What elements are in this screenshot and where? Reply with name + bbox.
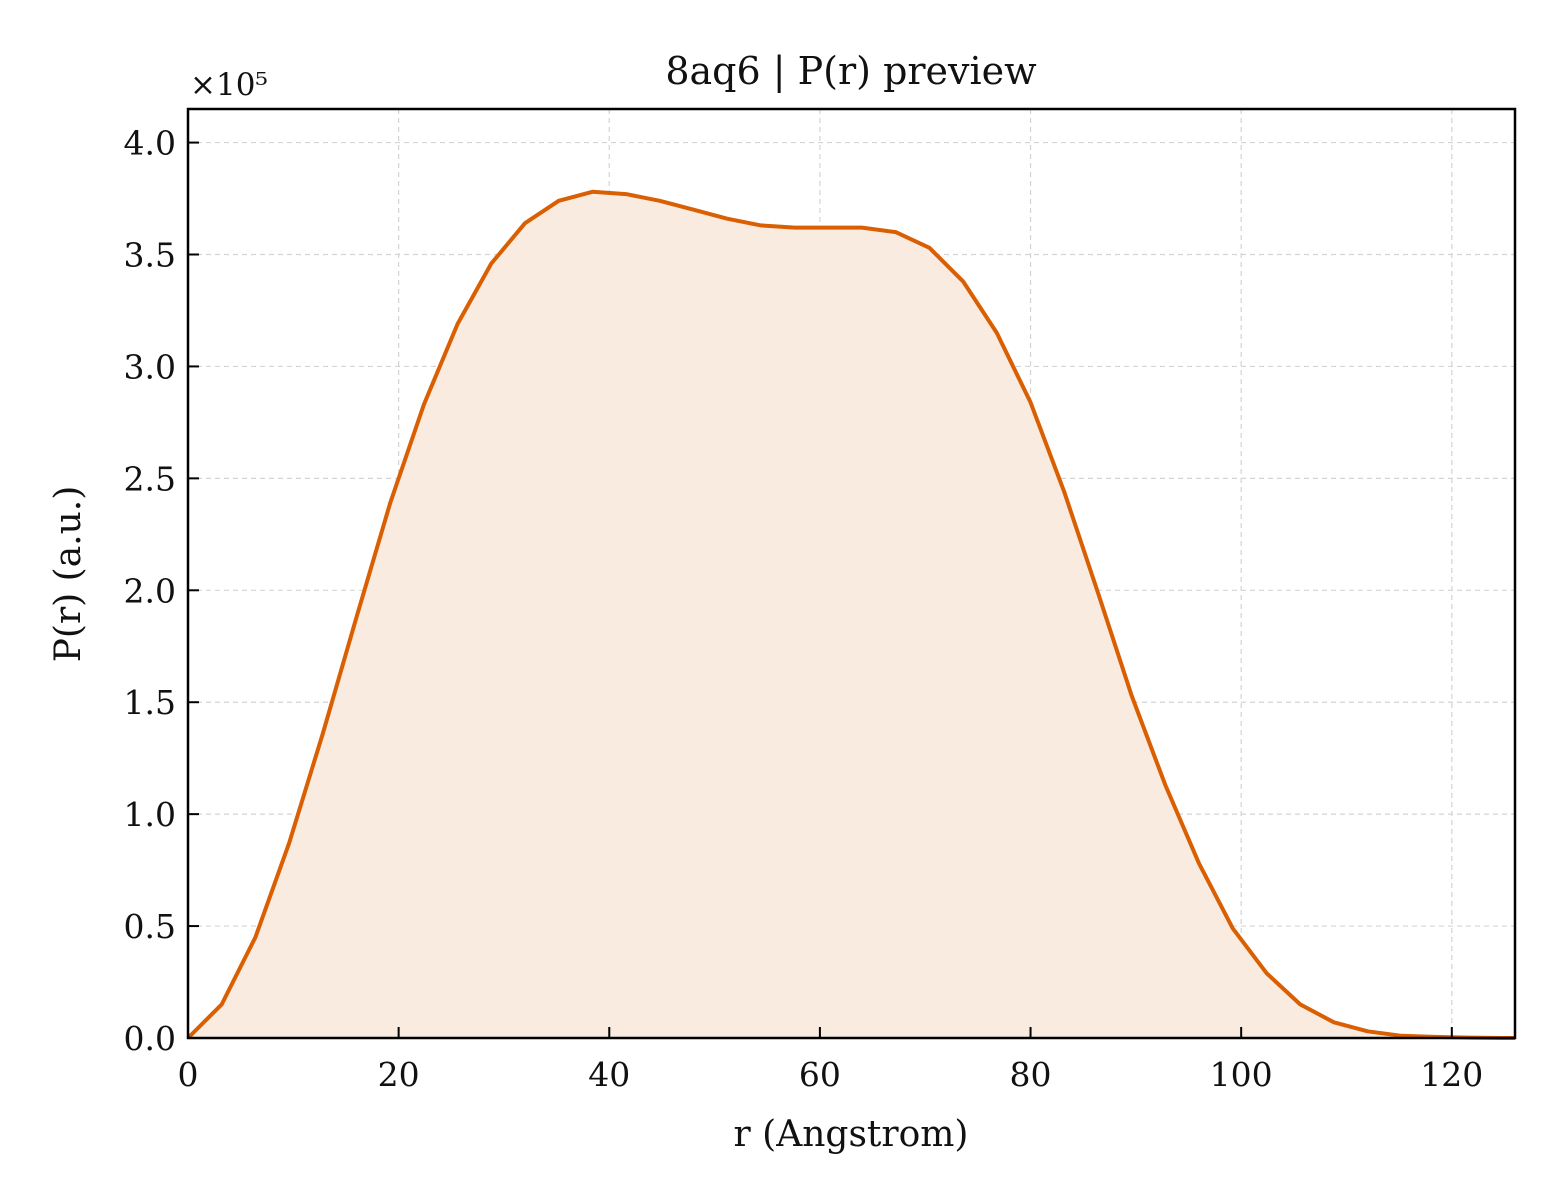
x-tick-label: 20	[378, 1055, 420, 1094]
x-tick-label: 40	[588, 1055, 630, 1094]
pr-series-line	[186, 189, 1515, 1040]
y-tick-label: 2.0	[124, 571, 176, 610]
x-tick-label: 120	[1420, 1055, 1483, 1094]
y-tick-label: 2.5	[124, 459, 176, 498]
y-axis-label: P(r) (a.u.)	[48, 486, 89, 663]
x-axis-ticks: 0 20 40 60 80 100 120	[178, 1027, 1483, 1094]
x-tick-label: 60	[799, 1055, 841, 1094]
y-tick-label: 3.5	[124, 236, 176, 275]
y-tick-label: 0.0	[124, 1019, 176, 1058]
chart-title: 8aq6 | P(r) preview	[665, 49, 1037, 93]
x-tick-label: 80	[1010, 1055, 1052, 1094]
y-tick-label: 1.5	[124, 683, 176, 722]
y-tick-label: 4.0	[124, 124, 176, 163]
x-tick-label: 0	[178, 1055, 199, 1094]
y-tick-label: 0.5	[124, 907, 176, 946]
x-tick-label: 100	[1210, 1055, 1273, 1094]
pr-area-fill	[188, 191, 1515, 1039]
x-axis-label: r (Angstrom)	[734, 1114, 969, 1155]
y-tick-label: 1.0	[124, 795, 176, 834]
y-tick-label: 3.0	[124, 347, 176, 386]
plot-frame	[186, 107, 1517, 1040]
y-axis-ticks: 0.0 0.5 1.0 1.5 2.0 2.5 3.0 3.5 4.0	[124, 124, 199, 1058]
y-axis-multiplier: ×10⁵	[190, 67, 268, 103]
